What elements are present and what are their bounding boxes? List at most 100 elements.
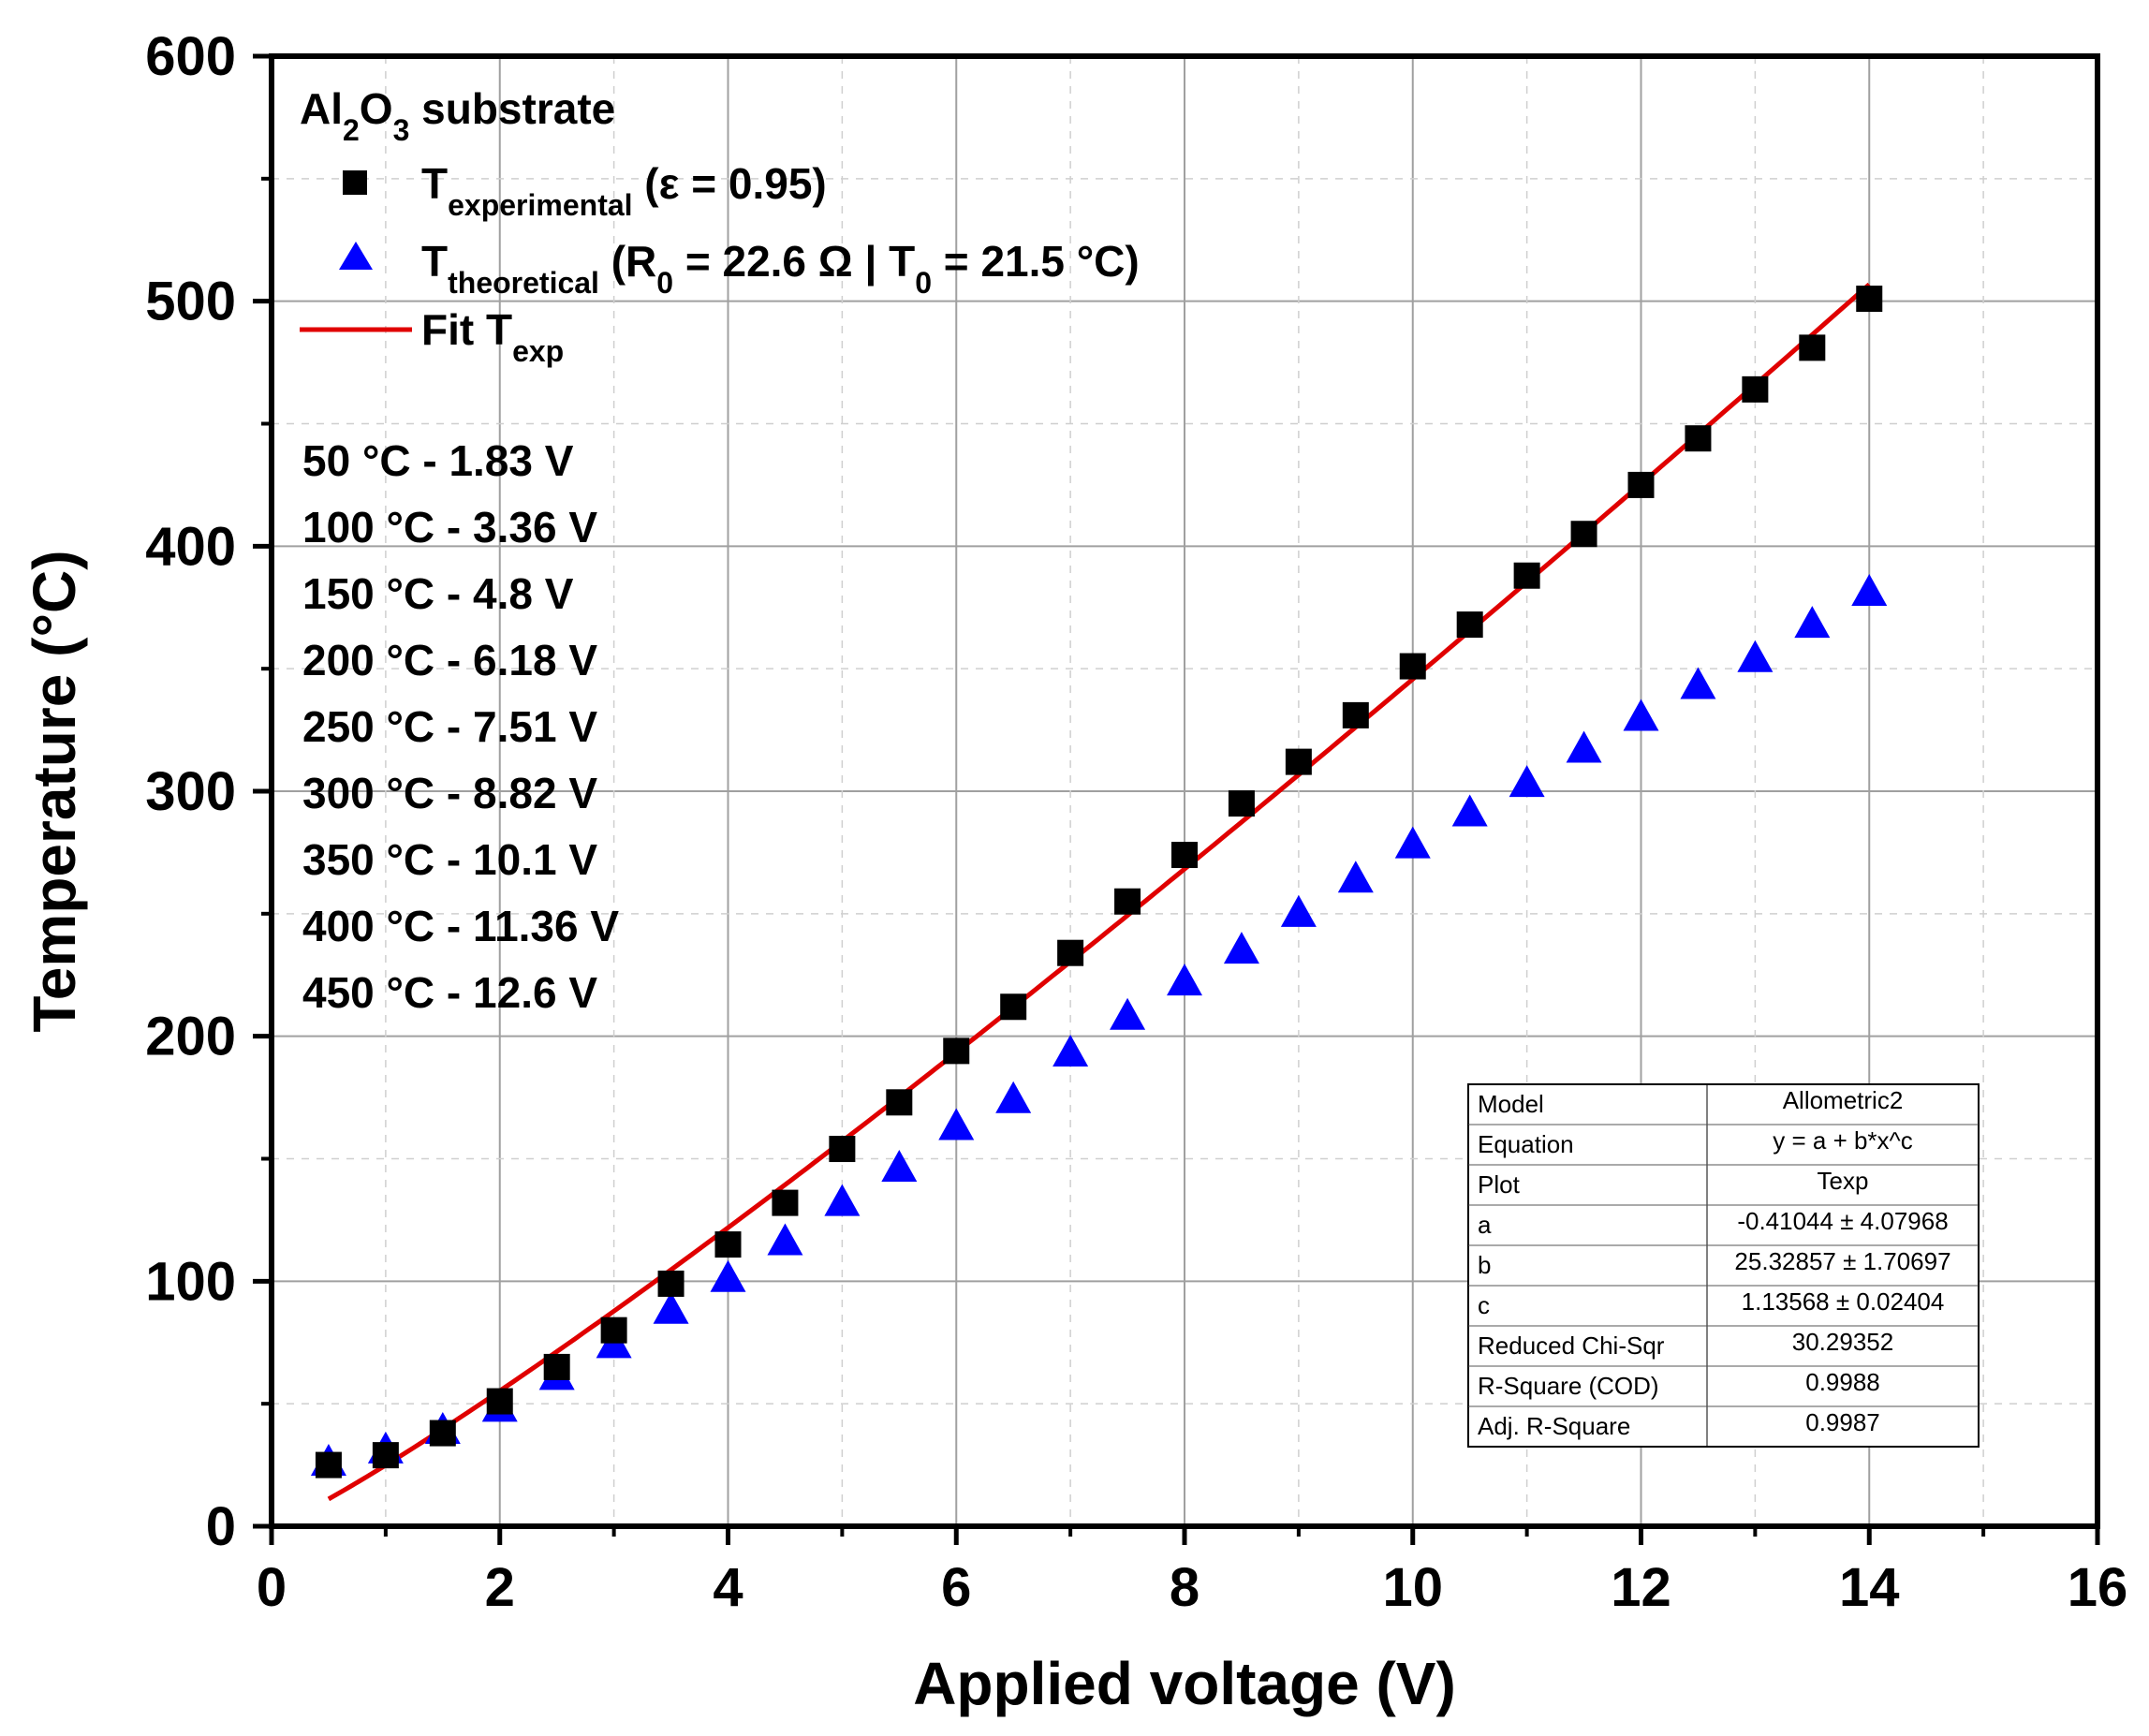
experimental-point [1742,375,1769,403]
theoretical-point [1851,574,1888,607]
legend-fit-label: Fit Texp [421,305,564,368]
experimental-point [1570,521,1597,548]
y-tick-label: 400 [145,516,236,577]
theoretical-point [1337,861,1374,893]
experimental-point [1856,286,1883,313]
fit-table-value: 0.9987 [1805,1408,1880,1436]
fit-table-label: Reduced Chi-Sqr [1478,1331,1665,1360]
theoretical-point [1110,997,1146,1030]
fit-table-value: Texp [1818,1167,1869,1195]
annotation-line: 450 °C - 12.6 V [302,968,597,1017]
experimental-point [886,1089,913,1116]
markers [310,286,1888,1479]
experimental-point [543,1353,570,1380]
theoretical-point [1451,794,1488,827]
experimental-point [600,1317,627,1344]
experimental-point [714,1231,742,1258]
y-tick-label: 300 [145,761,236,822]
experimental-point [1285,748,1312,775]
legend-title: Al2O3 substrate [300,84,615,147]
fit-table-label: a [1478,1211,1492,1239]
theoretical-point [995,1081,1032,1113]
experimental-point [772,1189,799,1216]
experimental-point [315,1451,342,1479]
fit-table-label: Equation [1478,1130,1574,1158]
theoretical-point [881,1149,918,1182]
annotation-list: 50 °C - 1.83 V 100 °C - 3.36 V 150 °C - 4.… [302,436,619,1017]
x-axis-title: Applied voltage (V) [913,1650,1456,1717]
experimental-point [1627,471,1655,498]
theoretical-point [767,1223,803,1256]
x-tick-label: 14 [1839,1557,1900,1618]
fit-table-value: 30.29352 [1792,1328,1893,1356]
experimental-point [429,1420,456,1447]
theoretical-point [824,1184,861,1216]
experimental-point [1228,790,1255,817]
fit-table-value: Allometric2 [1783,1086,1904,1114]
experimental-point [1342,701,1369,728]
fit-table-label: Model [1478,1090,1544,1118]
theoretical-point [938,1108,975,1140]
annotation-line: 350 °C - 10.1 V [302,835,597,884]
experimental-point [829,1136,856,1163]
annotation-line: 50 °C - 1.83 V [302,436,574,485]
annotation-line: 300 °C - 8.82 V [302,769,597,817]
fit-table-label: b [1478,1251,1491,1279]
x-tick-label: 4 [713,1557,743,1618]
y-axis-title: Temperature (°C) [21,550,88,1032]
x-tick-label: 2 [485,1557,515,1618]
fit-table-label: c [1478,1291,1490,1319]
theoretical-point [1223,932,1259,964]
fit-table-frame [1467,1083,1980,1448]
legend: Al2O3 substrate Texperimental (ε = 0.95)… [300,84,1140,368]
theoretical-point [1623,699,1659,731]
x-tick-label: 0 [257,1557,287,1618]
legend-theo-label: Ttheoretical (R0 = 22.6 Ω | T0 = 21.5 °C… [421,237,1140,300]
experimental-point [1799,334,1826,361]
fit-table-value: -0.41044 ± 4.07968 [1737,1207,1948,1235]
experimental-point [486,1388,513,1415]
annotation-line: 200 °C - 6.18 V [302,636,597,684]
legend-exp-label: Texperimental (ε = 0.95) [421,159,827,222]
fit-table-value: 25.32857 ± 1.70697 [1734,1247,1950,1275]
fit-table-label: Plot [1478,1170,1521,1199]
theoretical-point [710,1259,746,1292]
theoretical-point [1566,730,1602,763]
y-tick-label: 200 [145,1007,236,1067]
fit-table-value: 0.9988 [1805,1368,1880,1396]
theoretical-point [1680,667,1716,699]
experimental-point [1171,842,1198,869]
experimental-point [1456,611,1483,639]
fit-table-label: R-Square (COD) [1478,1372,1659,1400]
fit-results-table: Model Allometric2 Equation y = a + b*x^c Plo… [1467,1083,1980,1448]
experimental-point [1000,993,1027,1021]
theoretical-point [1280,894,1317,927]
grid [272,56,2097,1526]
experimental-point [1513,562,1540,589]
y-tick-label: 600 [145,26,236,87]
experimental-point [372,1442,399,1469]
legend-square-marker [343,170,367,195]
theoretical-point [1509,765,1545,798]
fit-table-value: 1.13568 ± 0.02404 [1742,1287,1945,1316]
fit-line-layer [327,282,1871,1502]
annotation-line: 250 °C - 7.51 V [302,702,597,751]
theoretical-point [1794,606,1831,639]
fit-line [327,282,1871,1502]
x-tick-label: 6 [941,1557,971,1618]
experimental-point [943,1037,970,1065]
experimental-point [1685,425,1712,452]
theoretical-point [1737,640,1774,672]
theoretical-point [1052,1034,1089,1067]
x-tick-label: 8 [1170,1557,1200,1618]
theoretical-point [1394,826,1431,859]
x-tick-label: 10 [1382,1557,1443,1618]
annotation-line: 400 °C - 11.36 V [302,902,619,950]
fit-table-label: Adj. R-Square [1478,1412,1630,1440]
annotation-line: 100 °C - 3.36 V [302,503,597,552]
experimental-point [1399,653,1426,680]
experimental-point [1114,888,1141,915]
x-tick-label: 12 [1611,1557,1671,1618]
axis-ticks: 0 2 4 6 8 10 12 14 16 0 100 200 300 400 500 600 [145,26,2127,1618]
